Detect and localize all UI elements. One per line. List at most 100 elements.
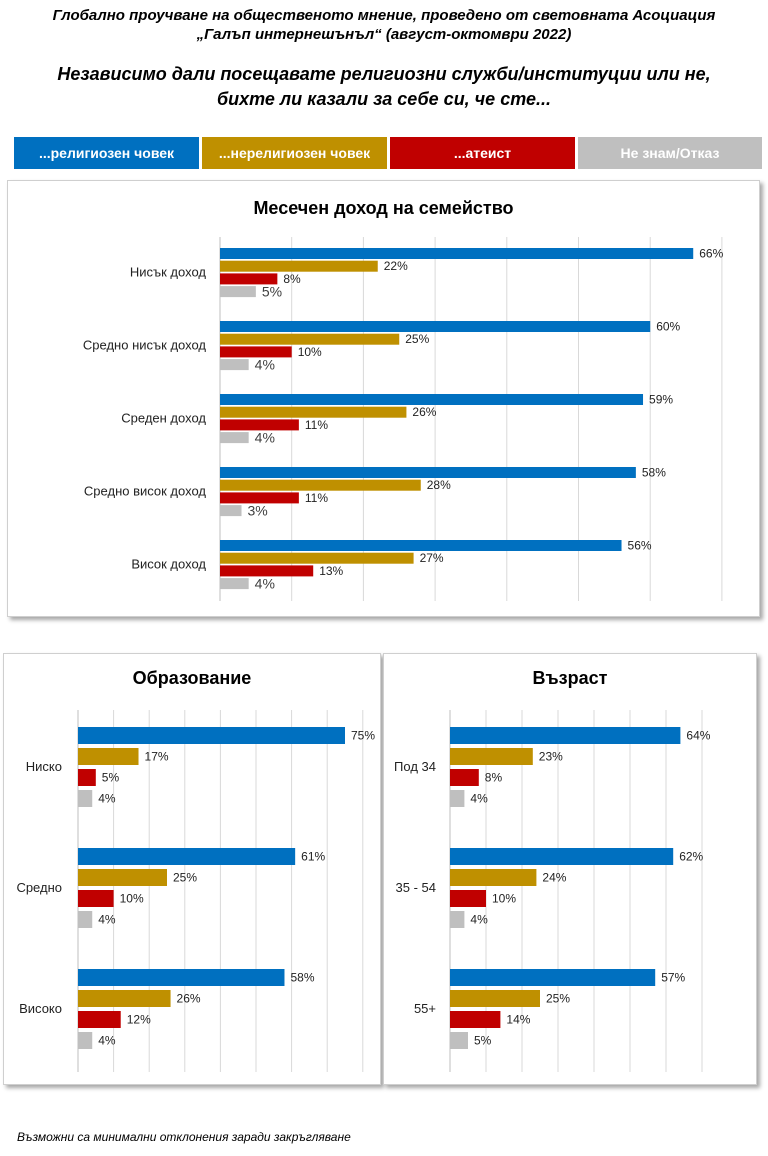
income-data-label: 22% [384, 259, 408, 273]
income-category-label: Средно нисък доход [83, 338, 207, 353]
age-category-label: 35 - 54 [396, 880, 436, 895]
income-data-label: 3% [248, 503, 268, 519]
education-data-label: 4% [98, 792, 116, 806]
income-data-label: 10% [298, 345, 322, 359]
income-bar-dontknow [220, 578, 249, 590]
income-bar-dontknow [220, 432, 249, 444]
education-chart-title: Образование [132, 668, 252, 688]
income-data-label: 27% [420, 551, 444, 565]
income-data-label: 28% [427, 478, 451, 492]
age-bar-dontknow [450, 911, 465, 928]
income-bar-nonreligious [220, 333, 400, 345]
income-bar-religious [220, 467, 636, 478]
age-category-label: Под 34 [394, 759, 436, 774]
age-data-label: 57% [661, 971, 685, 985]
age-category-label: 55+ [414, 1001, 436, 1016]
income-bar-atheist [220, 492, 299, 504]
income-bar-religious [220, 248, 694, 259]
income-data-label: 59% [649, 393, 673, 407]
education-data-label: 75% [351, 729, 375, 743]
age-bar-religious [450, 969, 656, 986]
survey-header-line1: Глобално проучване на общественото мнени… [52, 7, 716, 24]
income-bar-nonreligious [220, 479, 421, 491]
income-data-label: 26% [412, 405, 436, 419]
age-data-label: 10% [492, 892, 516, 906]
education-data-label: 4% [98, 913, 116, 927]
income-chart-title: Месечен доход на семейство [253, 198, 514, 218]
income-data-label: 58% [642, 466, 666, 480]
age-bar-dontknow [450, 1032, 468, 1049]
income-category-label: Средно висок доход [84, 484, 206, 499]
survey-header: Глобално проучване на общественото мнени… [0, 6, 768, 44]
age-panel: Възраст Под 34 64% 23% 8% 4% 35 - 54 62% 24% 10%… [383, 653, 757, 1085]
age-bar-dontknow [450, 790, 465, 807]
income-bar-religious [220, 540, 622, 551]
income-data-label: 4% [255, 430, 275, 446]
age-data-label: 5% [474, 1034, 492, 1048]
education-data-label: 12% [127, 1013, 151, 1027]
income-data-label: 13% [319, 564, 343, 578]
income-bar-religious [220, 321, 651, 332]
age-data-label: 24% [542, 871, 566, 885]
income-panel: Месечен доход на семейство Нисък доход 66… [7, 180, 760, 617]
age-data-label: 8% [485, 771, 503, 785]
income-data-label: 11% [305, 418, 328, 432]
income-bar-atheist [220, 346, 292, 358]
education-chart: Ниско 75% 17% 5% 4% Средно 61% 25% 10% 4% Високо 58… [16, 710, 375, 1072]
age-bar-religious [450, 848, 674, 865]
education-bar-atheist [78, 1011, 121, 1028]
education-bar-nonreligious [78, 869, 167, 886]
legend-atheist: ...атеист [390, 137, 575, 169]
age-data-label: 23% [539, 750, 563, 764]
income-bar-dontknow [220, 359, 249, 371]
education-bar-atheist [78, 890, 114, 907]
income-bar-religious [220, 394, 644, 405]
education-data-label: 4% [98, 1034, 116, 1048]
age-data-label: 64% [686, 729, 710, 743]
age-data-label: 25% [546, 992, 570, 1006]
education-bar-nonreligious [78, 990, 171, 1007]
education-data-label: 26% [177, 992, 201, 1006]
survey-header-line2: „Галъп интернешънъл“ (август-октомври 20… [196, 26, 572, 43]
income-bar-atheist [220, 419, 299, 431]
education-bar-religious [78, 969, 285, 986]
education-bar-nonreligious [78, 748, 139, 765]
income-category-label: Среден доход [121, 411, 206, 426]
survey-question-line1: Независимо дали посещавате религиозни сл… [57, 64, 711, 84]
age-bar-nonreligious [450, 869, 537, 886]
income-bar-atheist [220, 565, 314, 577]
education-data-label: 10% [120, 892, 144, 906]
legend-nonreligious-label: ...нерелигиозен човек [218, 145, 371, 161]
education-data-label: 25% [173, 871, 197, 885]
age-data-label: 4% [470, 792, 488, 806]
income-data-label: 60% [656, 320, 680, 334]
income-data-label: 4% [255, 576, 275, 592]
income-data-label: 5% [262, 284, 282, 300]
education-bar-religious [78, 727, 345, 744]
legend-religious-label: ...религиозен човек [38, 145, 175, 161]
age-chart-title: Възраст [532, 668, 608, 688]
education-bar-atheist [78, 769, 96, 786]
age-bar-atheist [450, 890, 486, 907]
age-chart: Под 34 64% 23% 8% 4% 35 - 54 62% 24% 10% 4% 55+ 57%… [394, 710, 711, 1072]
age-bar-religious [450, 727, 681, 744]
legend-atheist-label: ...атеист [453, 145, 512, 161]
income-bar-atheist [220, 273, 278, 285]
education-bar-religious [78, 848, 296, 865]
education-data-label: 58% [290, 971, 314, 985]
education-bar-dontknow [78, 790, 93, 807]
age-data-label: 62% [679, 850, 703, 864]
legend-dontknow-label: Не знам/Отказ [620, 145, 720, 161]
income-data-label: 25% [405, 332, 429, 346]
education-data-label: 5% [102, 771, 120, 785]
education-data-label: 61% [301, 850, 325, 864]
income-category-label: Нисък доход [130, 265, 207, 280]
age-bar-nonreligious [450, 748, 533, 765]
income-category-label: Висок доход [131, 557, 206, 572]
income-data-label: 56% [628, 539, 652, 553]
age-data-label: 4% [470, 913, 488, 927]
education-category-label: Средно [16, 880, 62, 895]
footnote: Възможни са минимални отклонения заради … [17, 1130, 351, 1144]
legend-nonreligious: ...нерелигиозен човек [202, 137, 387, 169]
education-bar-dontknow [78, 1032, 93, 1049]
